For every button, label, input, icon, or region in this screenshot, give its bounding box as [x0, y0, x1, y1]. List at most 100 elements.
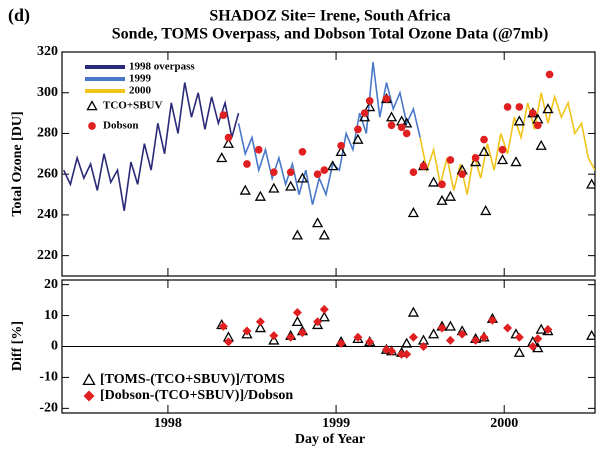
marker-diamond [437, 323, 447, 333]
legend-label: [Dobson-(TCO+SBUV)]/Dobson [100, 388, 293, 403]
marker-triangle [496, 154, 509, 165]
marker-triangle [359, 111, 371, 122]
marker-diamond [353, 332, 363, 342]
marker-triangle [401, 117, 413, 128]
marker-triangle [586, 329, 595, 340]
marker-diamond [365, 337, 375, 347]
marker-diamond [471, 335, 481, 345]
marker-triangle [436, 194, 448, 205]
marker-triangle [268, 182, 280, 193]
marker-diamond [313, 317, 323, 327]
marker-triangle [478, 145, 490, 157]
marker-triangle [535, 139, 547, 150]
marker-diamond [286, 332, 296, 342]
marker-diamond [479, 332, 489, 342]
y-tick-label: 220 [37, 248, 58, 263]
legend-label: TCO+SBUV [103, 100, 163, 112]
marker-diamond [336, 338, 346, 348]
marker-triangle [510, 156, 522, 167]
marker-triangle [407, 207, 420, 218]
marker-circle [419, 162, 428, 170]
marker-diamond [83, 390, 95, 402]
marker-circle [545, 70, 554, 79]
marker-triangle [291, 229, 303, 240]
line-series [419, 92, 595, 195]
marker-diamond [397, 349, 407, 359]
marker-triangle [352, 133, 364, 144]
marker-triangle [427, 328, 440, 339]
marker-circle [534, 121, 542, 130]
marker-circle [402, 129, 411, 138]
marker-triangle [318, 229, 330, 240]
legend-label: [TOMS-(TCO+SBUV)]/TOMS [100, 372, 285, 387]
marker-diamond [418, 342, 428, 351]
marker-diamond [402, 349, 412, 359]
marker-circle [243, 160, 251, 168]
legend-label: Dobson [103, 120, 138, 132]
y-axis-label: Total Ozone [DU] [10, 111, 25, 216]
plot-frame [61, 51, 596, 277]
marker-circle [387, 121, 396, 130]
line-series [62, 82, 240, 211]
marker-circle [313, 170, 322, 179]
y-tick-label: -10 [39, 370, 58, 385]
marker-diamond [457, 329, 467, 339]
marker-triangle [268, 334, 280, 345]
marker-triangle [86, 100, 98, 111]
marker-diamond [223, 337, 233, 347]
y-tick-label: 320 [37, 44, 58, 59]
marker-diamond [242, 326, 252, 336]
marker-diamond [292, 307, 302, 317]
marker-circle [480, 135, 488, 144]
marker-circle [298, 147, 307, 156]
marker-diamond [387, 346, 397, 356]
marker-triangle [296, 172, 309, 183]
marker-circle [360, 109, 369, 117]
marker-triangle [222, 137, 235, 148]
marker-diamond [445, 335, 455, 345]
marker-circle [528, 109, 537, 117]
marker-triangle [241, 328, 253, 339]
marker-circle [254, 145, 263, 154]
marker-circle [270, 168, 278, 176]
legend-label: 1999 [129, 73, 152, 85]
marker-diamond [297, 328, 307, 338]
chart-title: SHADOZ Site= Irene, South Africa [209, 8, 450, 25]
marker-diamond [528, 342, 538, 351]
marker-circle [446, 156, 455, 164]
marker-triangle [444, 190, 457, 201]
marker-circle [320, 166, 329, 174]
marker-triangle [385, 111, 398, 122]
marker-triangle [480, 204, 492, 216]
marker-diamond [255, 317, 265, 327]
x-tick-label: 1998 [154, 416, 182, 431]
marker-circle [337, 141, 345, 150]
marker-diamond [503, 323, 513, 333]
marker-circle [515, 103, 524, 111]
marker-diamond [269, 331, 279, 341]
y-tick-label: -20 [39, 401, 58, 416]
marker-triangle [364, 101, 376, 112]
marker-triangle [542, 103, 554, 114]
y-tick-label: 260 [37, 166, 58, 181]
marker-triangle [254, 190, 267, 201]
chart-subtitle: Sonde, TOMS Overpass, and Dobson Total O… [112, 26, 549, 43]
marker-circle [365, 97, 374, 105]
marker-diamond [514, 332, 524, 342]
y-tick-label: 20 [44, 277, 58, 292]
marker-diamond [533, 334, 543, 344]
marker-triangle [318, 311, 330, 322]
marker-circle [471, 154, 480, 162]
marker-triangle [444, 320, 457, 331]
marker-diamond [408, 332, 418, 342]
legend-label: 1998 overpass [129, 61, 195, 73]
marker-circle [409, 168, 418, 176]
marker-circle [354, 125, 362, 134]
line-series [237, 62, 421, 205]
marker-triangle [285, 180, 297, 191]
marker-circle [503, 103, 512, 111]
marker-circle [498, 145, 507, 154]
marker-triangle [254, 322, 267, 333]
marker-triangle [82, 373, 96, 386]
marker-circle [219, 111, 228, 119]
